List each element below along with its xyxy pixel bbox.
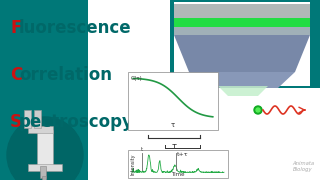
- Bar: [170, 0, 320, 88]
- Text: τ: τ: [172, 142, 177, 151]
- Polygon shape: [189, 72, 295, 88]
- Bar: [128, 150, 228, 178]
- Text: pectroscopy: pectroscopy: [19, 113, 134, 131]
- Text: F: F: [10, 19, 21, 37]
- Bar: [174, 2, 310, 86]
- Text: C: C: [10, 66, 22, 84]
- Polygon shape: [174, 35, 310, 72]
- Text: luorescence: luorescence: [19, 19, 132, 37]
- Text: t+τ: t+τ: [177, 152, 188, 157]
- Text: Animata
Biology: Animata Biology: [292, 161, 314, 172]
- Text: Intensity: Intensity: [130, 153, 135, 175]
- Text: S: S: [10, 113, 22, 131]
- Bar: [28, 126, 53, 133]
- Bar: [88, 0, 320, 180]
- Bar: [40, 166, 46, 178]
- Bar: [34, 110, 41, 128]
- Text: orrelation: orrelation: [19, 66, 112, 84]
- Bar: [174, 4, 310, 18]
- Circle shape: [256, 108, 260, 112]
- Bar: [128, 72, 218, 130]
- Bar: [37, 130, 53, 168]
- Polygon shape: [218, 86, 268, 96]
- Bar: [174, 18, 310, 27]
- Bar: [28, 164, 62, 171]
- Text: t: t: [141, 147, 143, 152]
- Text: G(τ): G(τ): [131, 76, 143, 81]
- Bar: [24, 110, 31, 128]
- Text: Time: Time: [171, 172, 185, 177]
- Text: τ: τ: [171, 122, 175, 128]
- Circle shape: [254, 106, 262, 114]
- Bar: [174, 27, 310, 35]
- Bar: [42, 176, 46, 180]
- Circle shape: [7, 117, 83, 180]
